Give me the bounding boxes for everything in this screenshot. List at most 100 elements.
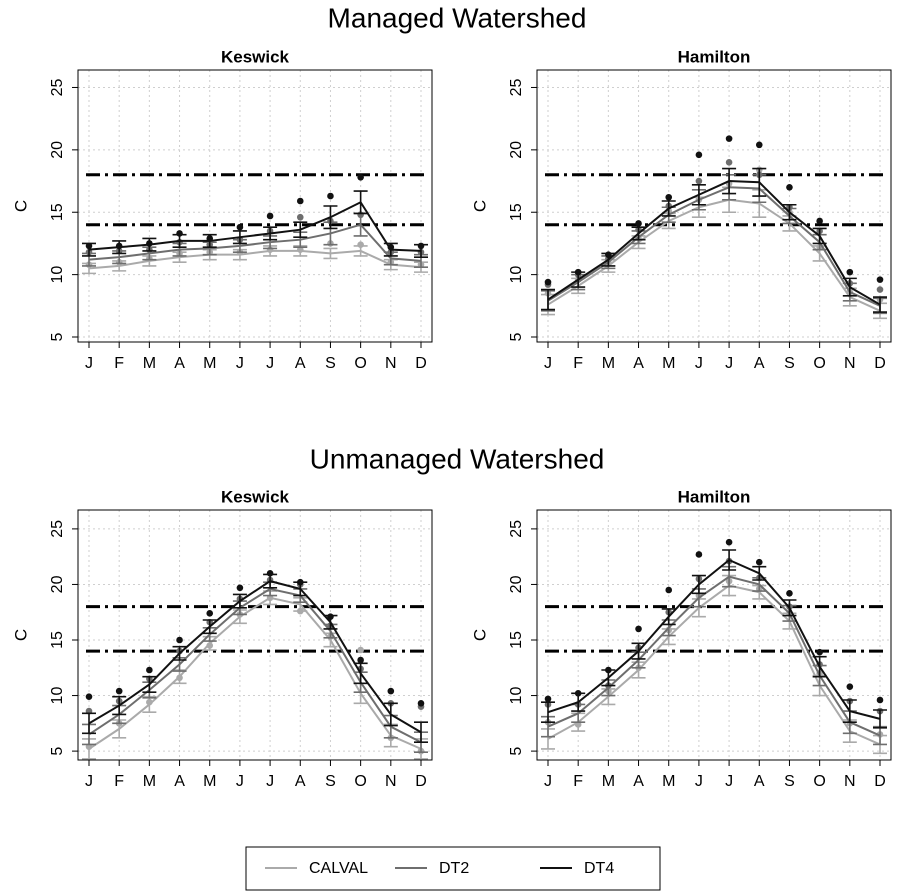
series-line [88, 223, 422, 262]
point [635, 220, 642, 227]
point [605, 251, 612, 258]
y-tick-label: 5 [49, 332, 66, 341]
error-bar [873, 709, 887, 729]
x-tick-label: J [266, 773, 274, 790]
point [327, 192, 334, 200]
series-line [547, 180, 881, 306]
series-line [88, 596, 422, 750]
error-bar [631, 642, 646, 660]
x-tick-label: F [573, 355, 583, 372]
x-tick-label: S [784, 355, 795, 372]
y-tick-label: 15 [49, 631, 66, 649]
point [695, 551, 703, 558]
point [357, 656, 364, 664]
point [146, 240, 153, 247]
legend-label: DT4 [584, 860, 614, 877]
error-bar [661, 608, 676, 626]
series-line [88, 580, 422, 734]
error-bar [842, 277, 857, 297]
error-bar [812, 655, 827, 678]
y-tick-label: 25 [508, 78, 525, 96]
x-tick-label: D [874, 773, 886, 790]
error-bar [172, 645, 187, 661]
point [146, 666, 153, 674]
plot-frame [77, 69, 433, 343]
series-line [88, 587, 422, 744]
point [176, 636, 183, 644]
x-tick-label: J [85, 773, 93, 790]
x-tick-label: J [725, 773, 733, 790]
point [544, 278, 552, 286]
point [665, 586, 673, 594]
y-tick-label: 25 [49, 520, 66, 538]
point [176, 230, 183, 237]
error-bar [812, 227, 827, 245]
point [876, 696, 884, 704]
x-tick-label: M [143, 355, 156, 372]
point [544, 695, 552, 703]
error-bar [752, 167, 767, 197]
x-tick-label: O [354, 355, 366, 372]
y-tick-label: 20 [508, 141, 525, 159]
y-tick-label: 5 [508, 332, 525, 341]
point [635, 625, 642, 633]
x-tick-label: M [662, 773, 675, 790]
panel-title: Keswick [221, 487, 290, 506]
point [417, 700, 425, 707]
y-tick-label: 10 [49, 687, 66, 705]
x-tick-label: J [695, 773, 703, 790]
series-line [88, 200, 422, 252]
x-tick-label: A [754, 773, 765, 790]
point [417, 242, 425, 250]
x-tick-label: J [544, 773, 552, 790]
x-tick-label: M [602, 355, 615, 372]
point [146, 698, 153, 706]
x-tick-label: J [85, 355, 93, 372]
point [357, 646, 364, 654]
point [695, 151, 703, 159]
x-tick-label: J [236, 355, 244, 372]
point [574, 690, 582, 697]
point [266, 570, 274, 577]
point [387, 243, 395, 251]
point [755, 558, 763, 566]
error-bar [541, 288, 555, 311]
error-bar [293, 221, 308, 238]
error-bar [782, 599, 797, 617]
point [846, 683, 854, 690]
error-bar [112, 695, 127, 716]
point [115, 242, 123, 250]
error-bar [82, 712, 96, 735]
x-tick-label: M [143, 773, 156, 790]
point [296, 578, 304, 586]
series-line [547, 584, 881, 746]
error-bar [691, 183, 706, 206]
x-tick-label: O [813, 355, 825, 372]
y-tick-label: 25 [508, 520, 525, 538]
panel-title: Hamilton [678, 47, 751, 66]
x-tick-label: A [633, 773, 644, 790]
y-axis-label: C [11, 629, 30, 641]
x-tick-label: O [813, 773, 825, 790]
point [755, 141, 763, 149]
point [665, 193, 673, 201]
point [85, 242, 93, 250]
section-title: Managed Watershed [328, 2, 587, 33]
y-axis-label: C [470, 629, 489, 641]
point [725, 159, 733, 166]
x-tick-label: A [633, 355, 644, 372]
point [695, 177, 703, 185]
series-line [547, 186, 881, 307]
x-tick-label: N [385, 773, 397, 790]
error-bar [782, 203, 797, 221]
point [266, 212, 274, 220]
x-tick-label: A [174, 773, 185, 790]
plot-frame [536, 69, 892, 343]
x-tick-label: A [295, 773, 306, 790]
point [296, 246, 304, 253]
point [206, 610, 214, 617]
error-bar [323, 205, 338, 230]
point [296, 197, 304, 205]
point [176, 674, 183, 682]
